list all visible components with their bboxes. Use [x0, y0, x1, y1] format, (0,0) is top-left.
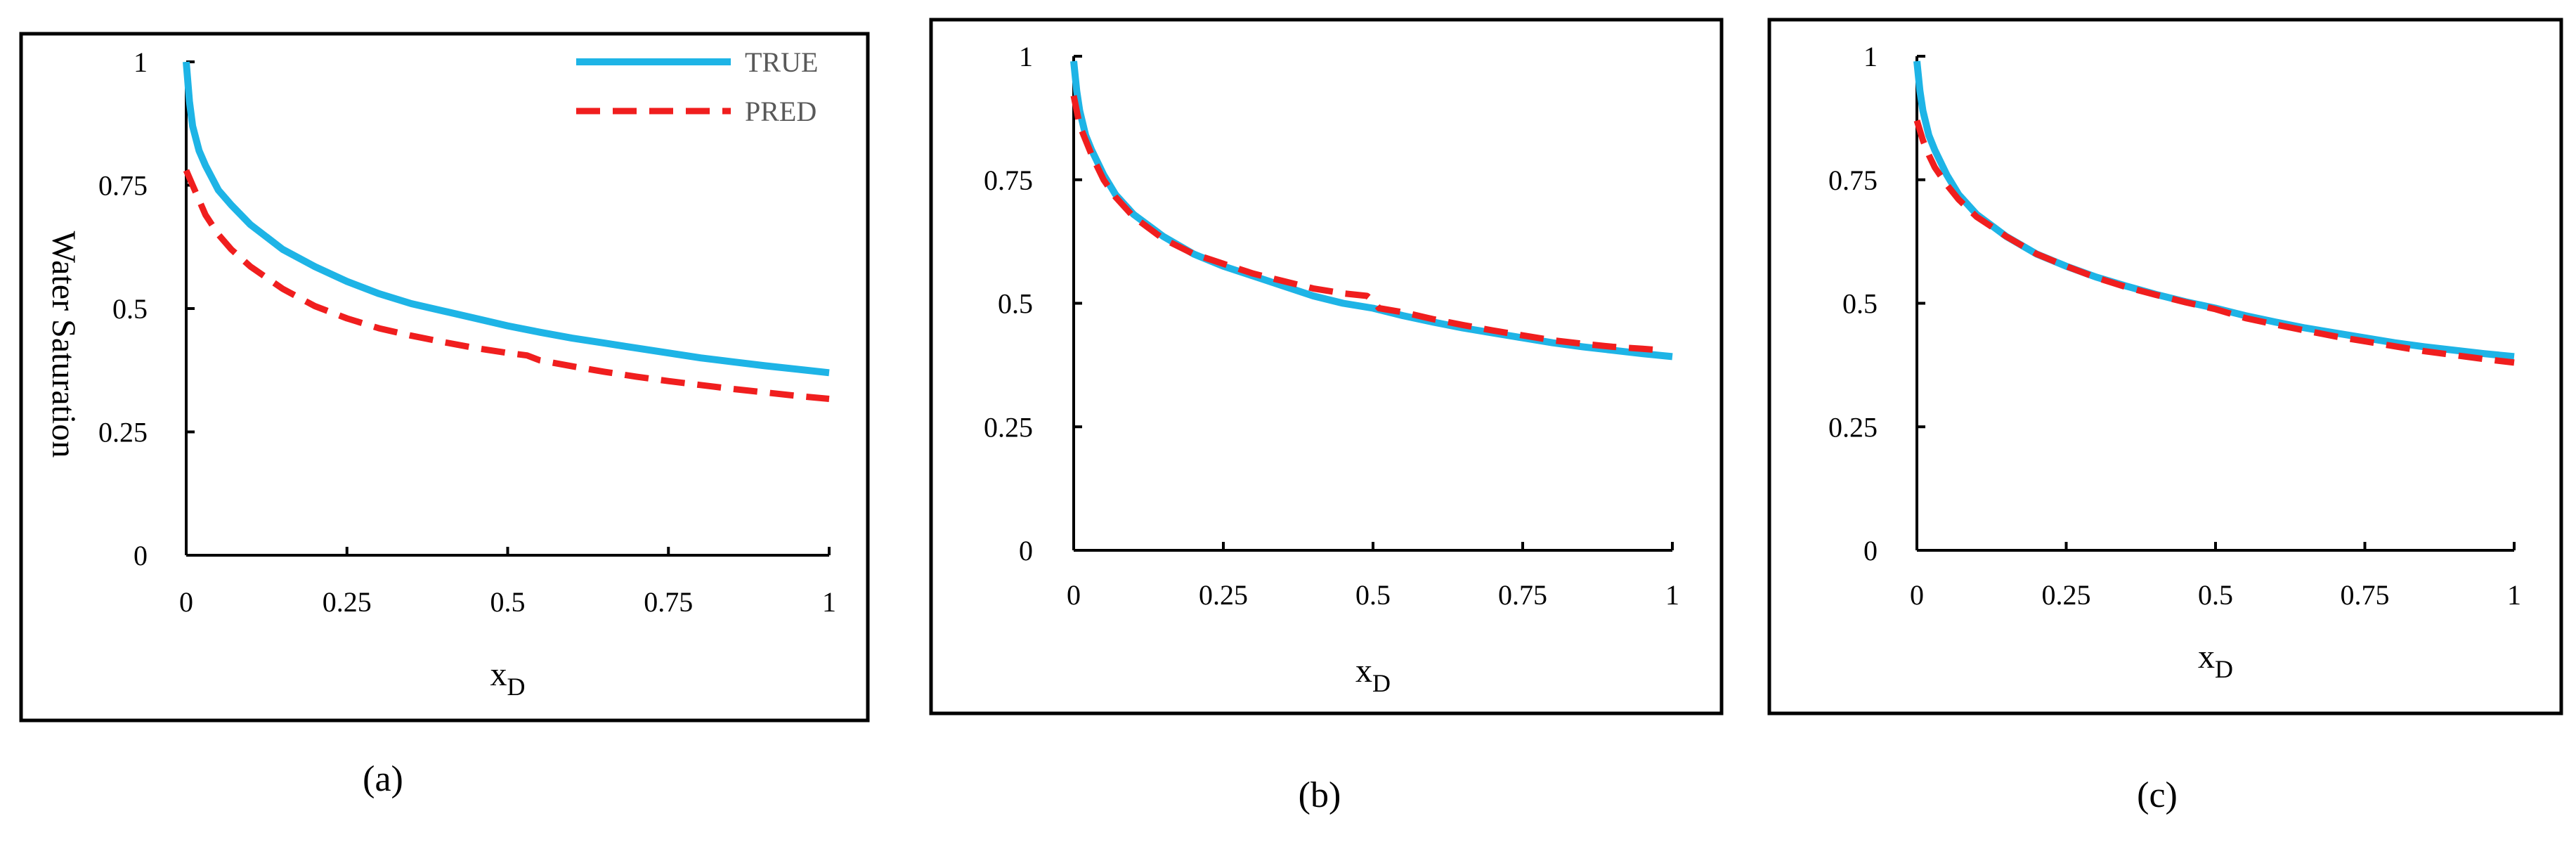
x-axis-title: xD: [490, 656, 526, 701]
panel-frame: [929, 18, 1724, 715]
x-tick-label: 0.75: [644, 586, 693, 618]
y-tick-label: 1: [1863, 41, 1878, 72]
x-tick-label: 0.5: [490, 586, 526, 618]
x-tick-label: 0.5: [1355, 579, 1391, 611]
series-line-pred: [1070, 95, 1661, 354]
y-tick-label: 0.25: [984, 411, 1033, 443]
x-tick-label: 0: [179, 586, 193, 618]
panel-b: 0 0.25 0.5 0.75 1 0 0.25 0.5 0.75 1 xD (b): [929, 18, 1724, 815]
panel-caption-c: (c): [2137, 775, 2178, 815]
legend-label-pred: PRED: [745, 96, 817, 127]
panel-frame: [19, 32, 870, 723]
x-tick-label: 1: [1665, 579, 1679, 611]
y-tick-label: 1: [134, 46, 148, 78]
series-line-true: [183, 61, 830, 377]
x-tick-label: 0: [1910, 579, 1924, 611]
y-tick-label: 1: [1019, 41, 1033, 72]
series-line-true: [1070, 60, 1673, 361]
series-line-pred: [1913, 119, 2515, 366]
y-tick-label: 0.75: [984, 164, 1033, 196]
x-tick-label: 1: [822, 586, 836, 618]
legend: TRUE PRED: [576, 46, 818, 127]
y-tick-label: 0.5: [112, 293, 148, 325]
legend-label-true: TRUE: [745, 46, 818, 78]
x-tick-label: 0.75: [2341, 579, 2390, 611]
x-tick-label: 0.75: [1498, 579, 1547, 611]
series-line-pred: [183, 169, 830, 402]
y-tick-label: 0: [1863, 535, 1878, 566]
panel-a: 0 0.25 0.5 0.75 1 0 0.25 0.5 0.75 1 xD Water Satura…: [19, 32, 870, 799]
y-tick-label: 0.25: [1828, 411, 1878, 443]
y-tick-label: 0.75: [1828, 164, 1878, 196]
panel-c: 0 0.25 0.5 0.75 1 0 0.25 0.5 0.75 1 xD (c): [1767, 18, 2563, 815]
x-axis-title: xD: [2198, 638, 2233, 683]
y-tick-label: 0.5: [998, 288, 1033, 320]
y-tick-label: 0.75: [98, 170, 148, 202]
panel-caption-a: (a): [363, 759, 403, 799]
panel-frame: [1767, 18, 2563, 715]
x-tick-label: 0.25: [323, 586, 372, 618]
panel-caption-b: (b): [1299, 775, 1341, 815]
x-tick-label: 0: [1067, 579, 1081, 611]
x-tick-label: 0.25: [1199, 579, 1248, 611]
x-axis-title: xD: [1355, 652, 1391, 697]
y-axis-title: Water Saturation: [45, 231, 82, 458]
y-tick-label: 0.25: [98, 417, 148, 448]
x-tick-label: 1: [2507, 579, 2521, 611]
y-tick-label: 0: [1019, 535, 1033, 566]
x-tick-label: 0.25: [2042, 579, 2091, 611]
y-tick-label: 0: [134, 540, 148, 571]
y-tick-label: 0.5: [1842, 288, 1878, 320]
x-tick-label: 0.5: [2198, 579, 2233, 611]
